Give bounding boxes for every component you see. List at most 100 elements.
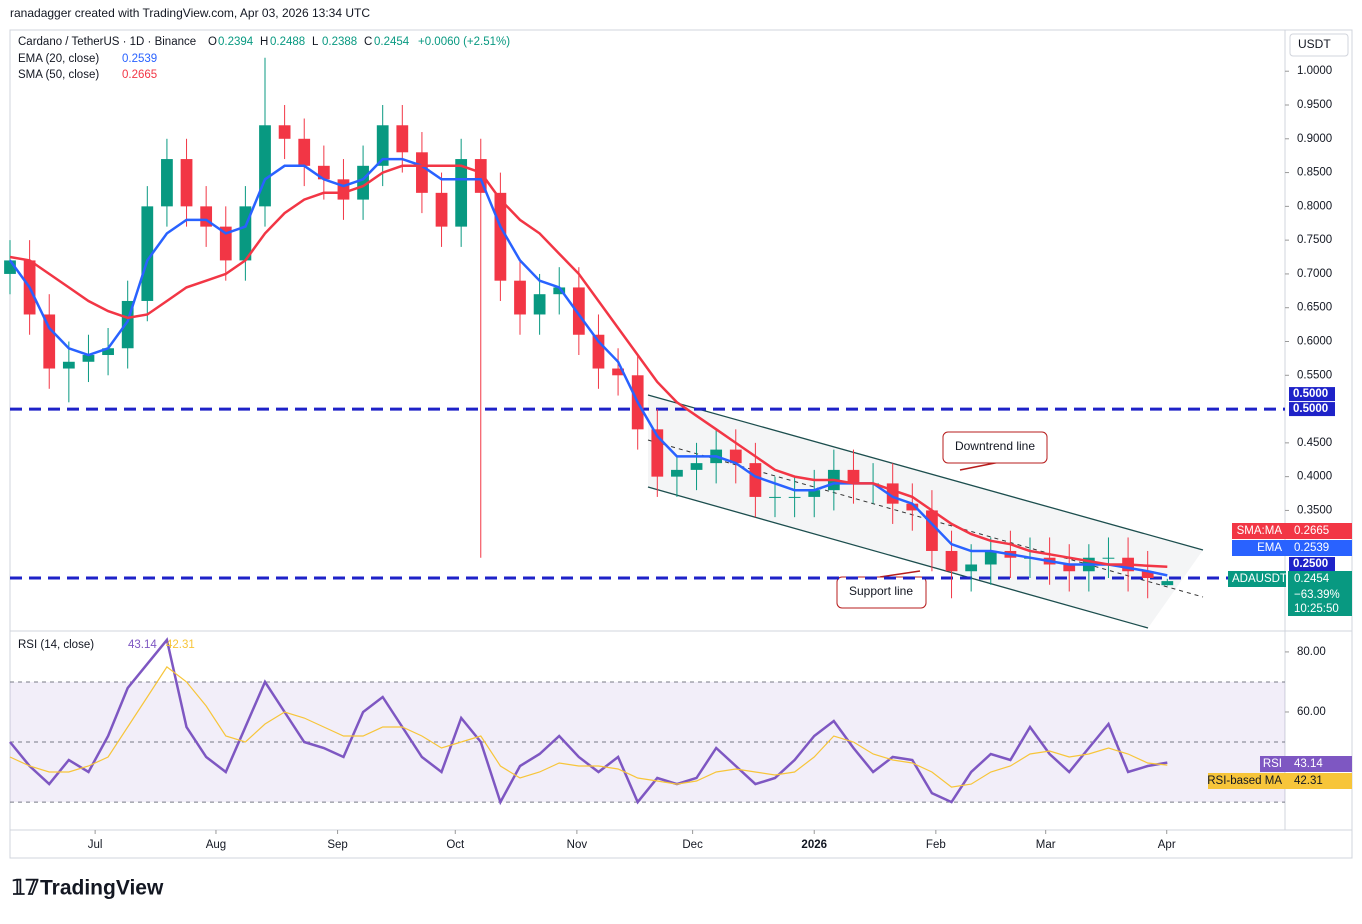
ma-line (9, 164, 1168, 569)
ohlc-key: O (208, 36, 217, 48)
candle-body (4, 260, 16, 274)
legend-value: 42.31 (166, 639, 195, 651)
y-tick-label: 0.5500 (1297, 369, 1332, 381)
legend-value: 0.2665 (122, 69, 157, 81)
y-tick-label: 0.7000 (1297, 268, 1332, 280)
y-tick-label: 60.00 (1297, 706, 1326, 718)
candle-body (121, 300, 134, 349)
candle-body (769, 496, 781, 498)
candle-body (102, 348, 114, 356)
change: +0.0060 (+2.51%) (418, 36, 510, 48)
level-label: 0.5000 (1293, 388, 1328, 400)
candle-body (690, 463, 703, 470)
level-tag (1289, 402, 1335, 417)
rsi-title: RSI (14, close) (18, 639, 94, 651)
channel-upper (647, 394, 1204, 551)
candle-body (592, 334, 605, 369)
candle-body (337, 179, 350, 200)
x-tick-label: Jul (88, 839, 103, 851)
candle-body (435, 192, 448, 227)
legend-value: 43.14 (128, 639, 157, 651)
credit: ranadagger created with TradingView.com,… (10, 6, 370, 20)
candle-body (906, 503, 919, 511)
y-tick-label: 0.3500 (1297, 504, 1332, 516)
logo: TradingView (40, 877, 164, 900)
candle-body (357, 165, 369, 200)
price-tag-price: 0.2454 (1294, 573, 1330, 585)
rsi-line (9, 637, 1168, 806)
candle-body (572, 287, 585, 335)
channel-lower (647, 486, 1149, 629)
x-tick-label: Nov (567, 839, 588, 851)
legend-value: 0.2539 (122, 53, 157, 65)
candle-body (1102, 557, 1115, 559)
y-tick-label: 0.7500 (1297, 234, 1332, 246)
tag-value: 42.31 (1294, 775, 1323, 787)
legend-name: SMA (50, close) (18, 69, 99, 81)
candle-body (749, 463, 762, 497)
candle-body (298, 138, 311, 166)
x-tick-label: Oct (446, 839, 465, 851)
x-tick-label: Feb (926, 839, 946, 851)
currency-button[interactable] (1289, 33, 1349, 57)
level-tag (1289, 387, 1335, 402)
candle-body (926, 510, 938, 551)
price-tag-symbol: ADAUSDT (1232, 573, 1287, 585)
currency[interactable]: USDT (1298, 37, 1331, 51)
x-tick-label: Apr (1158, 839, 1176, 851)
legend-name: EMA (20, close) (18, 53, 99, 65)
y-tick-label: 0.9000 (1297, 133, 1332, 145)
candle-body (376, 125, 389, 166)
candle-body (788, 496, 801, 498)
candle-body (984, 550, 997, 565)
candle-body (43, 314, 56, 369)
annotation-box (942, 431, 1048, 464)
candle-body (494, 192, 507, 281)
candle-body (200, 206, 213, 227)
candle-body (278, 125, 291, 139)
symbol: Cardano / TetherUS · 1D · Binance (18, 36, 196, 48)
candle-body (651, 429, 664, 477)
candle-body (729, 449, 742, 464)
x-tick-label: Aug (206, 839, 226, 851)
tag-box (1232, 523, 1352, 539)
x-tick-label: Dec (682, 839, 703, 851)
x-tick-label: Mar (1036, 839, 1056, 851)
candle-body (317, 165, 330, 180)
ohlc-value: 0.2488 (270, 36, 305, 48)
candle-body (455, 159, 468, 227)
ohlc-key: H (260, 36, 268, 48)
candle-body (396, 125, 409, 153)
y-tick-label: 0.4500 (1297, 437, 1332, 449)
y-tick-label: 0.6000 (1297, 336, 1332, 348)
candle-body (161, 159, 173, 207)
candle-body (847, 469, 860, 484)
annotation: Downtrend line (955, 439, 1035, 453)
ohlc-key: L (312, 36, 319, 48)
candle-body (1063, 564, 1076, 572)
candle-body (514, 280, 526, 315)
ma-line (8, 157, 1168, 577)
x-tick-label: Sep (327, 839, 347, 851)
candle-body (474, 159, 487, 193)
x-tick-label: 2026 (801, 839, 827, 851)
candle-body (945, 550, 958, 572)
candle-body (82, 355, 95, 362)
candle-body (1141, 571, 1154, 578)
ohlc-value: 0.2388 (322, 36, 357, 48)
candle-body (141, 206, 154, 301)
candle-body (886, 483, 899, 504)
y-tick-label: 1.0000 (1297, 65, 1332, 77)
annotation-box (836, 576, 927, 609)
annotation: Support line (849, 584, 913, 598)
tag-name: RSI (1263, 758, 1282, 770)
candle-body (219, 226, 232, 261)
y-tick-label: 0.4000 (1297, 471, 1332, 483)
tag-name: SMA:MA (1237, 525, 1283, 537)
candle-body (259, 125, 271, 207)
candle-body (239, 206, 252, 261)
level-tag (1289, 556, 1335, 571)
